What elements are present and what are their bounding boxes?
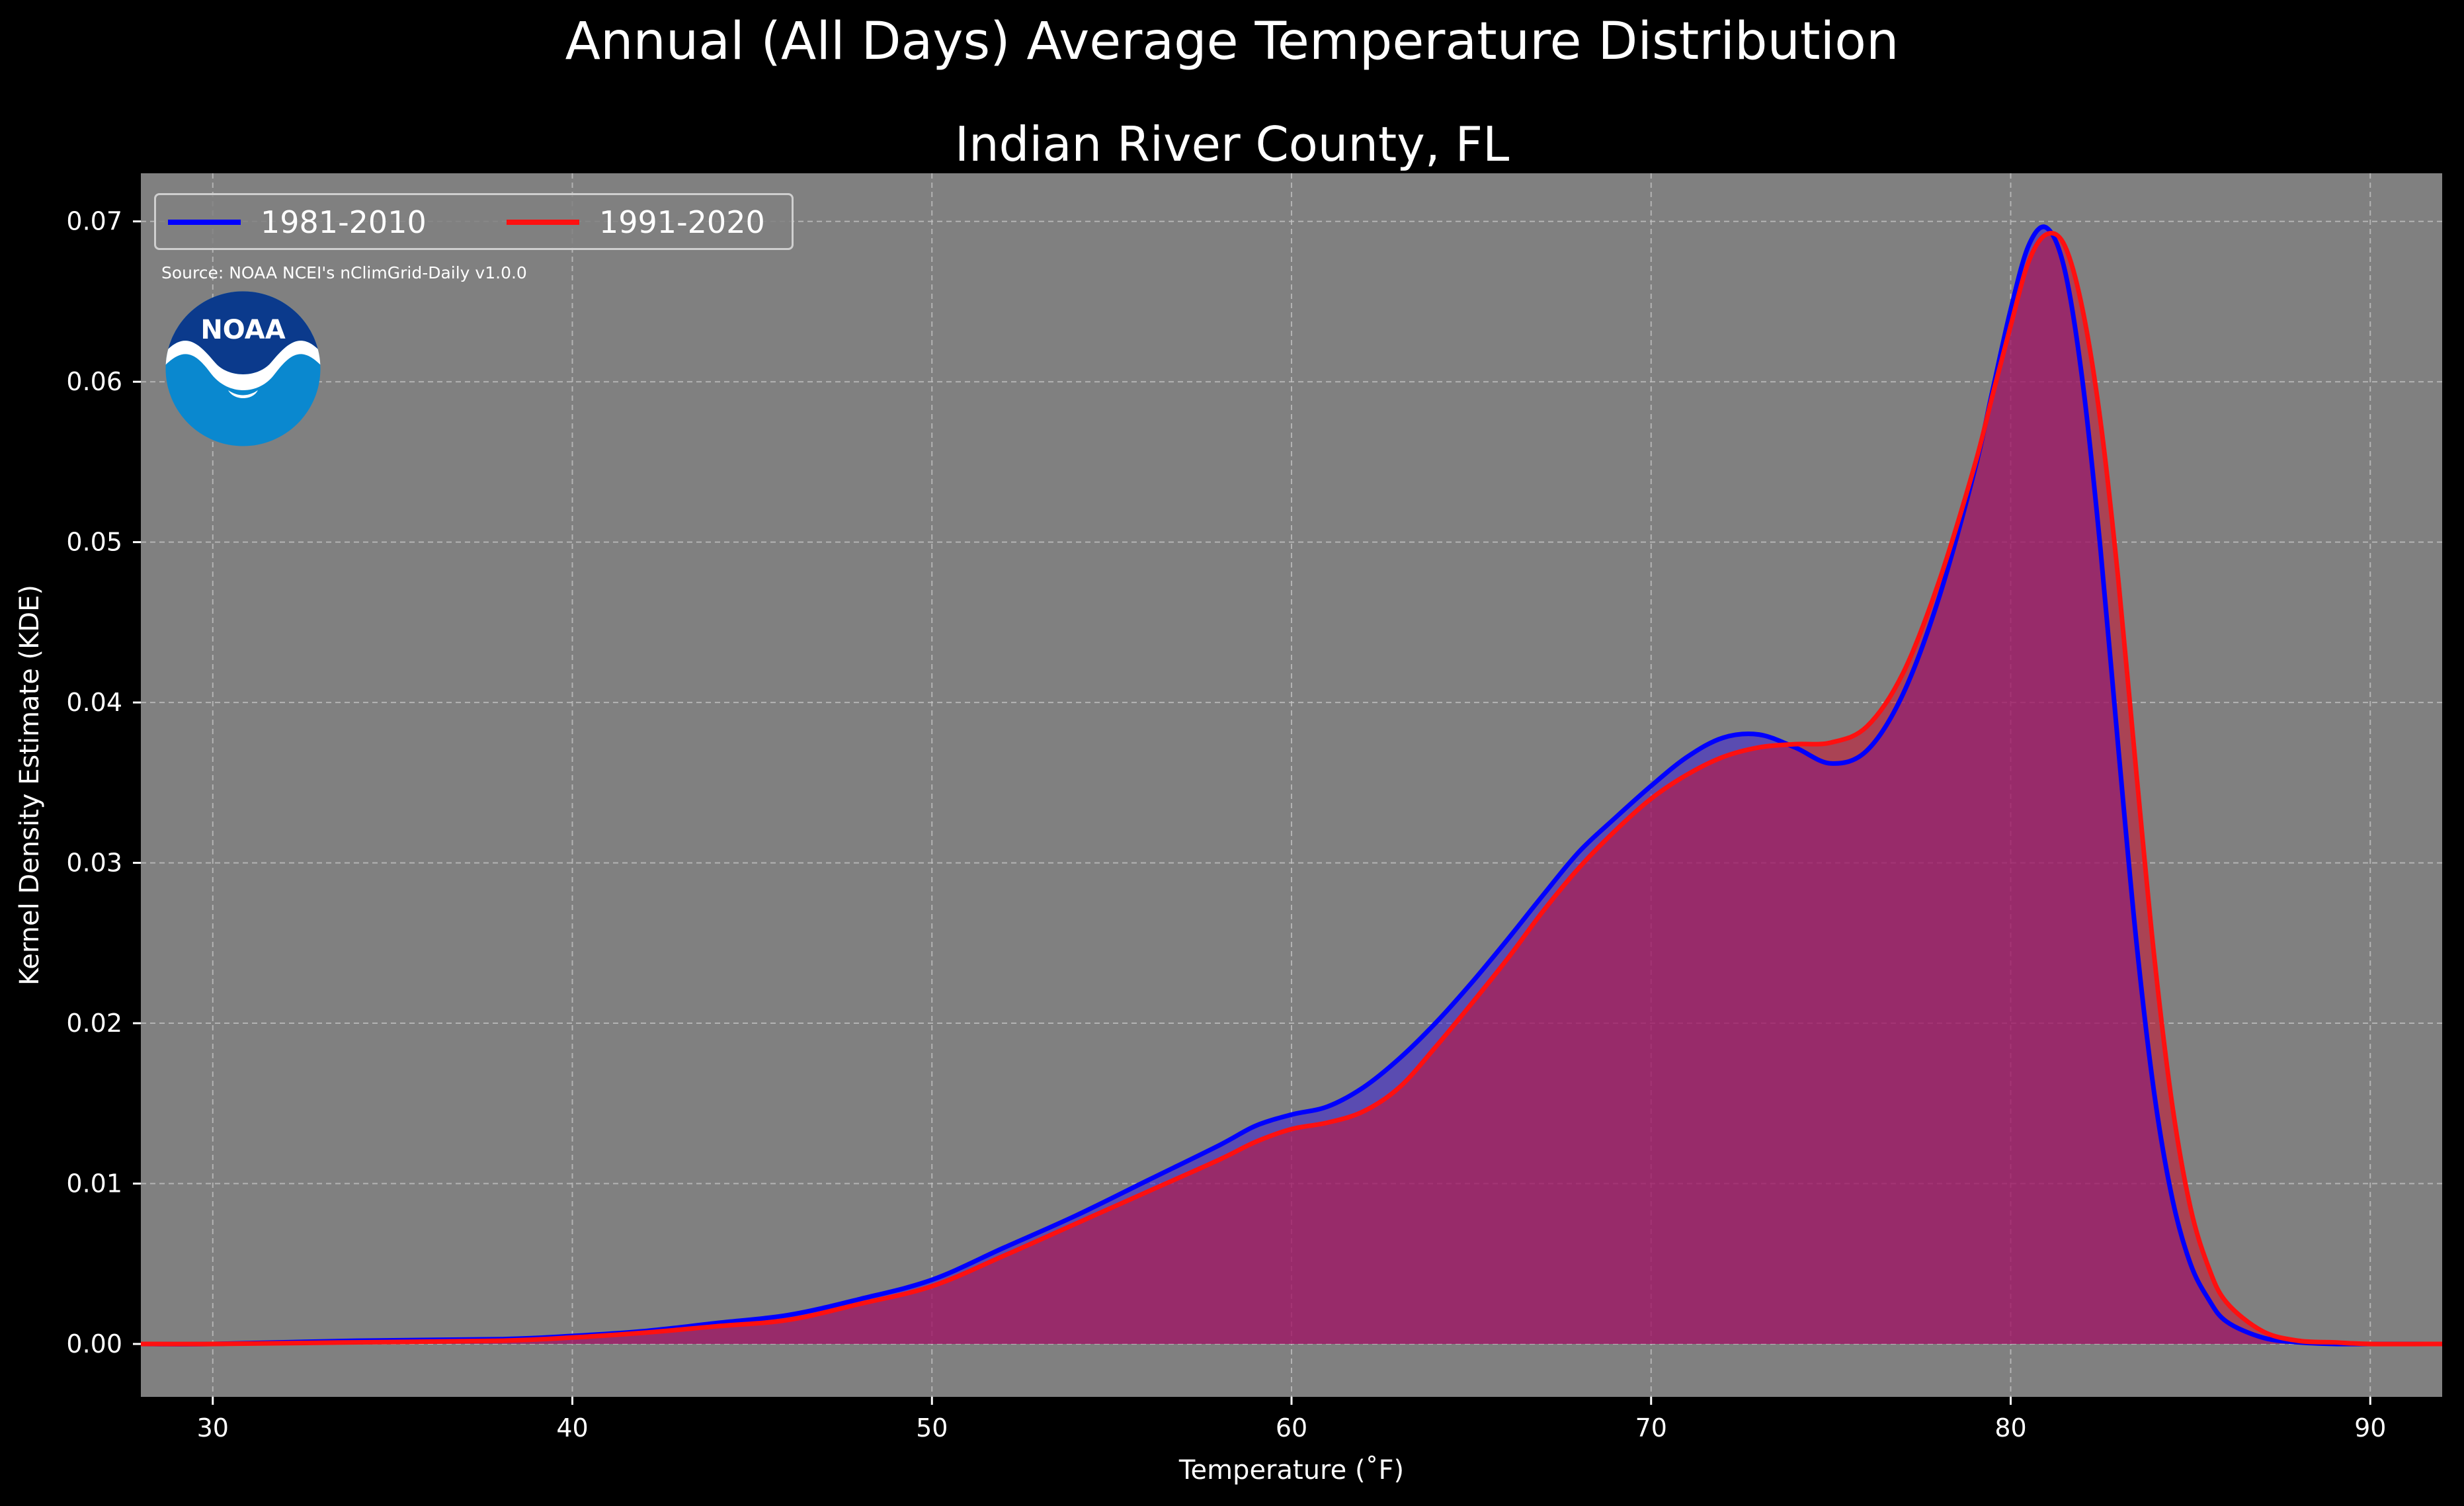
legend-item-1981-2010: 1981-2010 — [168, 207, 427, 237]
y-tick-label: 0.01 — [66, 1169, 122, 1198]
x-axis-label: Temperature (˚F) — [1178, 1455, 1404, 1485]
y-axis-label: Kernel Density Estimate (KDE) — [15, 585, 45, 985]
series-line-1991-2020 — [140, 230, 2443, 1347]
x-tick-label: 90 — [2354, 1413, 2386, 1443]
x-tick-label: 50 — [916, 1413, 948, 1443]
legend: 1981-2010 1991-2020 — [154, 193, 794, 250]
noaa-logo-text: NOAA — [200, 315, 285, 345]
y-tick-label: 0.00 — [66, 1329, 122, 1359]
figure-title: Annual (All Days) Average Temperature Di… — [565, 12, 1899, 71]
x-tick-label: 80 — [1994, 1413, 2026, 1443]
y-tick-label: 0.04 — [66, 688, 122, 717]
legend-swatch-1981-2010 — [168, 220, 241, 225]
chart-title: Indian River County, FL — [954, 116, 1510, 172]
legend-swatch-1991-2020 — [507, 220, 579, 225]
source-note: Source: NOAA NCEI's nClimGrid-Daily v1.0… — [161, 263, 527, 282]
legend-item-1991-2020: 1991-2020 — [507, 207, 765, 237]
x-tick-label: 30 — [197, 1413, 229, 1443]
legend-label-1991-2020: 1991-2020 — [599, 204, 765, 240]
series-layer — [140, 224, 2443, 1347]
axes: 30 40 50 60 70 80 90 0.00 0.01 0.02 0.03 0.04 0.05 0.… — [66, 207, 2386, 1443]
y-tick-label: 0.02 — [66, 1009, 122, 1038]
y-tick-label: 0.03 — [66, 849, 122, 878]
noaa-logo: NOAA — [165, 291, 321, 446]
series-line-1981-2010 — [140, 224, 2442, 1347]
y-tick-label: 0.06 — [66, 367, 122, 396]
x-tick-label: 60 — [1276, 1413, 1307, 1443]
x-tick-label: 40 — [556, 1413, 588, 1443]
series-fill-1991-2020 — [141, 233, 2442, 1345]
y-tick-label: 0.07 — [66, 207, 122, 236]
x-tick-label: 70 — [1635, 1413, 1667, 1443]
y-tick-label: 0.05 — [66, 528, 122, 557]
legend-label-1981-2010: 1981-2010 — [261, 204, 427, 240]
